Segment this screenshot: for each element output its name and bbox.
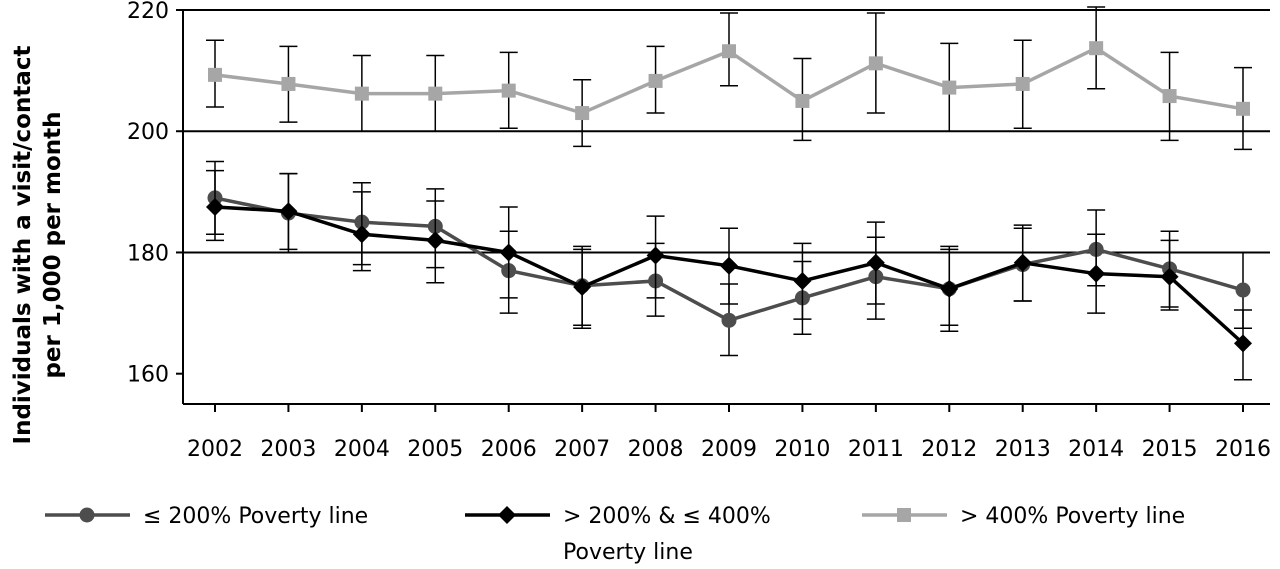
point-s2-2014 xyxy=(1087,264,1106,283)
x-axis: 2002 2003 2004 2005 2006 2007 2008 2009 2010 2011… xyxy=(187,404,1271,462)
point-s2-2009 xyxy=(720,256,738,275)
point-s3-2007 xyxy=(575,106,590,121)
x-tick-label-2003: 2003 xyxy=(260,437,316,462)
legend-label-2: > 200% & ≤ 400% xyxy=(563,504,771,529)
x-tick-label-2012: 2012 xyxy=(921,437,977,462)
point-s2-2011 xyxy=(866,253,885,272)
legend-label-1: ≤ 200% Poverty line xyxy=(143,504,368,529)
x-tick-label-2013: 2013 xyxy=(995,437,1051,462)
y-tick-label-200: 200 xyxy=(127,120,169,145)
point-s3-2014 xyxy=(1089,41,1104,56)
x-tick-label-2011: 2011 xyxy=(848,437,904,462)
point-s2-2016 xyxy=(1234,334,1252,353)
point-s2-2007 xyxy=(573,278,592,297)
point-s3-2011 xyxy=(868,56,883,71)
series-2 xyxy=(206,169,1252,381)
point-s2-2008 xyxy=(646,246,665,265)
y-axis-label-line-1: Individuals with a visit/contact xyxy=(10,46,36,445)
point-s3-2009 xyxy=(722,44,736,59)
point-s3-2013 xyxy=(1015,76,1030,91)
x-tick-label-2002: 2002 xyxy=(187,437,243,462)
legend-marker-diamond xyxy=(498,506,516,524)
y-tick-label-160: 160 xyxy=(127,363,169,388)
x-tick-label-2010: 2010 xyxy=(774,437,830,462)
series-3 xyxy=(206,6,1252,151)
point-s3-2006 xyxy=(501,83,516,98)
point-s3-2008 xyxy=(648,73,663,88)
legend-label-2-line-2: Poverty line xyxy=(563,540,693,565)
point-s3-2015 xyxy=(1162,89,1177,104)
x-tick-label-2014: 2014 xyxy=(1068,437,1124,462)
legend-item-3: > 400% Poverty line xyxy=(862,504,1185,529)
point-s3-2002 xyxy=(208,67,222,82)
point-s1-2009 xyxy=(721,312,737,328)
point-s3-2004 xyxy=(354,86,369,101)
point-s2-2002 xyxy=(206,198,224,216)
x-tick-label-2015: 2015 xyxy=(1142,437,1198,462)
x-tick-label-2007: 2007 xyxy=(554,437,610,462)
legend-marker-square xyxy=(897,508,911,522)
x-tick-label-2008: 2008 xyxy=(628,437,684,462)
y-axis-label: Individuals with a visit/contact per 1,0… xyxy=(10,46,66,445)
point-s3-2010 xyxy=(795,93,810,108)
point-s1-2016 xyxy=(1235,282,1251,298)
point-s2-2010 xyxy=(793,271,812,290)
point-s2-2013 xyxy=(1013,253,1032,272)
legend-label-3: > 400% Poverty line xyxy=(960,504,1185,529)
legend: ≤ 200% Poverty line > 200% & ≤ 400% Pove… xyxy=(45,504,1185,565)
x-tick-label-2009: 2009 xyxy=(701,437,757,462)
point-s2-2015 xyxy=(1160,267,1179,286)
x-tick-label-2006: 2006 xyxy=(481,437,537,462)
plot-frame xyxy=(182,10,1270,405)
point-s2-2005 xyxy=(426,231,445,250)
point-s2-2003 xyxy=(279,202,298,221)
y-tick-label-220: 220 xyxy=(127,0,169,24)
point-s3-2016 xyxy=(1236,101,1250,116)
point-s2-2004 xyxy=(352,225,371,244)
legend-marker-circle xyxy=(79,507,95,523)
y-tick-label-180: 180 xyxy=(127,241,169,266)
point-s3-2005 xyxy=(428,86,443,101)
legend-item-1: ≤ 200% Poverty line xyxy=(45,504,368,529)
x-tick-label-2005: 2005 xyxy=(407,437,463,462)
point-s2-2012 xyxy=(940,279,959,298)
y-axis: 160 180 200 220 xyxy=(127,0,183,388)
point-s3-2012 xyxy=(942,80,957,95)
point-s2-2006 xyxy=(499,243,518,262)
legend-item-2: > 200% & ≤ 400% Poverty line xyxy=(465,504,771,565)
series-layer xyxy=(206,6,1252,381)
x-tick-label-2004: 2004 xyxy=(334,437,390,462)
point-s3-2003 xyxy=(281,76,296,91)
x-tick-label-2016: 2016 xyxy=(1215,437,1271,462)
y-axis-label-line-2: per 1,000 per month xyxy=(40,111,66,378)
